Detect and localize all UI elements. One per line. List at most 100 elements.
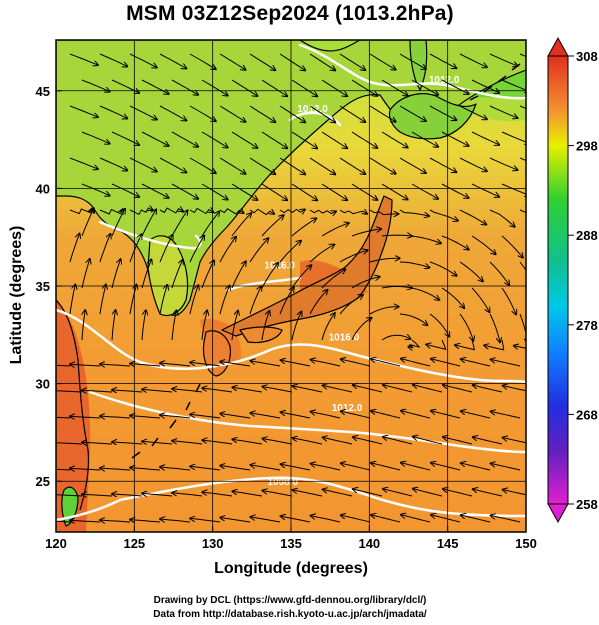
wind-streamline [491,463,521,471]
wind-streamline [489,157,518,170]
wind-streamline [141,131,169,146]
wind-streamline [99,105,127,118]
x-axis-ticks: 120 125 130 135 140 145 150 [45,526,537,551]
wind-streamline [202,440,233,445]
wind-streamline [341,515,371,523]
wind-streamline [441,183,469,198]
wind-streamline [69,234,80,263]
wind-streamline [232,387,263,393]
wind-streamline [249,53,275,70]
wind-streamline [401,411,431,419]
wind-streamline [231,213,251,237]
wind-streamline [201,311,207,341]
wind-streamline [413,437,443,445]
isobar-label: 1012.0 [332,403,363,414]
wind-streamline [112,442,143,444]
wind-streamline [190,362,221,367]
wind-streamline [473,489,503,497]
colorbar-top-arrow [547,36,569,57]
wind-streamline [70,364,101,366]
wind-streamline [351,183,377,200]
wind-streamline [473,437,503,445]
x-tick-label: 120 [45,536,67,551]
wind-streamline [321,269,345,289]
wind-streamline [202,388,233,393]
wind-streamline [489,105,518,118]
weather-map: 1012.0 1012.0 1016.0 1016.0 1012.0 1008.0 120… [36,36,598,551]
wind-streamline [250,517,281,523]
wind-streamline [171,79,198,95]
wind-streamline [56,391,83,393]
wind-streamline [291,79,317,96]
wind-streamline [232,439,263,445]
wind-streamline [339,250,368,263]
wind-streamline [381,335,410,341]
wind-streamline [339,295,363,315]
wind-streamline [201,261,214,289]
wind-streamline [291,183,317,200]
wind-streamline [220,466,251,471]
wind-streamline [160,415,191,419]
x-tick-label: 135 [280,536,302,551]
wind-streamline [339,105,365,122]
colorbar-tick-label: 288 [576,228,598,243]
ryukyu-islands [131,383,201,459]
y-axis-label: Latitude (degrees) [8,225,25,365]
wind-streamline [399,53,426,69]
y-axis-label-box: Latitude (degrees) [2,210,32,380]
wind-streamline [220,362,251,367]
wind-streamline [341,359,371,367]
wind-streamline [293,438,323,445]
wind-streamline [399,209,429,216]
map-panel: 1012.0 1012.0 1016.0 1016.0 1012.0 1008.0 [56,40,526,532]
wind-streamline [519,157,526,161]
wind-streamline [219,237,236,263]
wind-streamline [411,183,438,199]
wind-streamline [461,463,491,471]
wind-streamline [189,208,213,215]
colorbar-ticks: 308 298 288 278 268 258 [568,49,598,512]
wind-streamline [56,416,71,419]
y-tick-label: 25 [36,474,50,489]
wind-streamline [142,493,173,496]
wind-streamline [381,131,408,148]
wind-streamline [471,235,496,254]
wind-streamline [219,286,230,315]
wind-streamline [429,261,457,276]
isobar-label: 1008.0 [268,477,299,488]
isobar-labels: 1012.0 1012.0 1016.0 1016.0 1012.0 1008.0 [264,75,460,488]
x-tick-label: 130 [202,536,224,551]
wind-streamline [261,79,287,96]
wind-streamline [231,261,246,289]
wind-streamline [353,385,383,393]
wind-streamline [489,209,515,227]
wind-streamline [130,468,161,470]
wind-streamline [231,131,257,148]
wind-streamline [441,79,469,94]
wind-streamline [503,438,526,444]
wind-streamline [309,245,334,263]
wind-streamline [231,311,238,341]
wind-streamline [371,463,401,471]
wind-streamline [70,468,101,470]
x-tick-label: 145 [437,536,459,551]
wind-streamline [293,386,323,393]
wind-streamline [129,285,137,315]
wind-streamline [69,285,75,315]
wind-streamline [261,183,287,200]
wind-streamline [519,261,526,272]
wind-streamline [279,210,305,213]
wind-streamline [369,157,396,174]
isobar-label: 1012.0 [429,75,460,86]
wind-streamline [381,235,412,236]
isobar-label: 1012.0 [297,104,328,115]
wind-streamline [249,286,261,315]
wind-streamline [321,79,347,96]
wind-streamline [369,53,396,70]
wind-streamline [159,285,167,315]
wind-streamline [411,79,438,95]
wind-streamline [501,79,526,92]
wind-streamline [261,131,287,148]
colorbar-tick-label: 298 [576,139,598,154]
wind-streamline [401,515,431,523]
